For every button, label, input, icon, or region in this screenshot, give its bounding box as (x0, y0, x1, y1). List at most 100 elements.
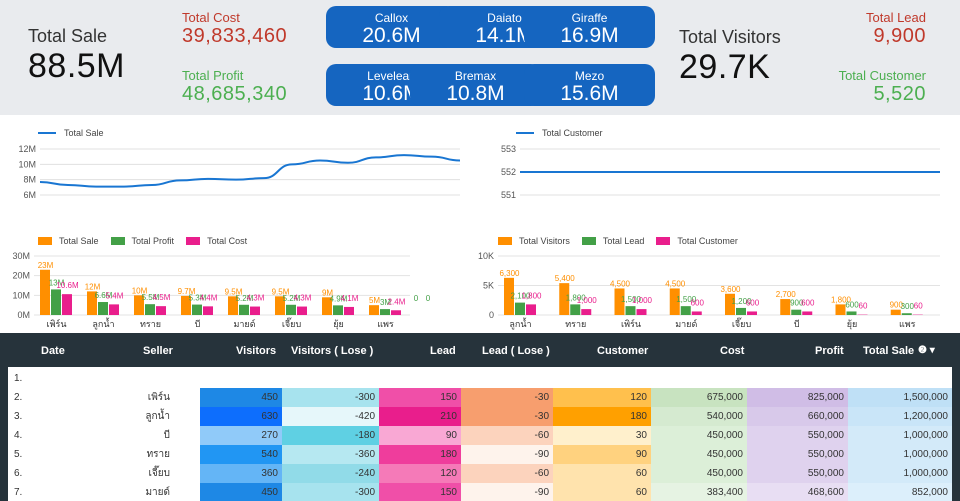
table-cell-visitors-lose: -420 (282, 407, 379, 426)
table-cell-visitors (200, 369, 282, 388)
table-cell-idx: 6. (14, 468, 23, 479)
table-cell-total-sale: 1,500,000 (848, 388, 952, 407)
y-tick-label: 552 (501, 167, 516, 177)
table-header: Date Seller Visitors Visitors ( Lose ) L… (0, 333, 960, 367)
bar (559, 283, 570, 315)
table-row[interactable]: 2. เพิร์น 450 -300 150 -30 120 675,000 825,000 1,… (8, 388, 952, 407)
header-profit[interactable]: Profit (815, 345, 844, 357)
header-seller[interactable]: Seller (143, 345, 173, 357)
data-label: 0 (414, 294, 419, 303)
table-row[interactable]: 5. ทราย 540 -360 180 -90 90 450,000 550,000 1,000… (8, 445, 952, 464)
bar (391, 310, 401, 315)
bar (736, 307, 746, 315)
header-date[interactable]: Date (41, 345, 65, 357)
table-cell-total-sale: 1,000,000 (848, 445, 952, 464)
bar (669, 288, 680, 315)
y-tick-label: 0M (17, 310, 30, 320)
sort-indicator-icon[interactable]: ❷ ▾ (918, 345, 935, 356)
bar (322, 297, 332, 315)
bar (51, 289, 61, 315)
header-total-sale[interactable]: Total Sale (863, 345, 915, 357)
kpi-label: Total Sale (28, 26, 108, 46)
bar (156, 306, 166, 315)
table-cell-visitors-lose: -300 (282, 483, 379, 501)
bar (780, 299, 791, 315)
table-cell-total-sale (848, 369, 952, 388)
bar (680, 306, 691, 315)
x-tick-label: เพิร์น (621, 318, 641, 329)
table-cell-seller: เพิร์น (147, 392, 170, 403)
table-cell-visitors-lose: -180 (282, 426, 379, 445)
table-cell-visitors: 630 (200, 407, 282, 426)
y-tick-label: 12M (18, 144, 36, 154)
seller-button-mezo[interactable]: Mezo 15.6M (524, 64, 655, 106)
table-cell-visitors-lose: -240 (282, 464, 379, 483)
table-row[interactable]: 4. บี 270 -180 90 -60 30 450,000 550,000 1,000,00… (8, 426, 952, 445)
y-tick-label: 20M (12, 271, 30, 281)
data-label: 9.5M (225, 287, 243, 296)
legend-swatch (186, 237, 201, 245)
bar (835, 304, 846, 315)
table-cell-idx: 3. (14, 411, 23, 422)
bar (636, 309, 647, 315)
table-cell-visitors-lose: -360 (282, 445, 379, 464)
bar (98, 302, 108, 315)
seller-value: 10.6M (362, 82, 421, 105)
table-cell-total-sale: 1,200,000 (848, 407, 952, 426)
header-lead[interactable]: Lead (430, 345, 456, 357)
table-cell-idx: 7. (14, 487, 23, 498)
table-cell-lead: 90 (379, 426, 461, 445)
y-tick-label: 30M (12, 251, 30, 261)
bar (228, 296, 238, 315)
x-tick-label: มายด์ (233, 318, 255, 329)
table-cell-visitors-lose: -300 (282, 388, 379, 407)
data-label: 4.3M (294, 294, 312, 303)
legend-line-swatch (516, 132, 534, 134)
data-label: 600 (801, 298, 815, 307)
table-cell-idx: 5. (14, 449, 23, 460)
y-tick-label: 0 (489, 310, 494, 320)
x-tick-label: บี (195, 319, 201, 329)
table-row[interactable]: 3. ลูกน้ำ 630 -420 210 -30 180 540,000 660,000 1,… (8, 407, 952, 426)
data-label: 1,200 (731, 297, 752, 306)
data-label: 12M (85, 282, 101, 291)
seller-value: 16.9M (560, 24, 619, 47)
data-label: 10.6M (56, 281, 79, 290)
table-cell-lead: 180 (379, 445, 461, 464)
table-cell-customer: 90 (553, 445, 651, 464)
kpi-label: Total Visitors (679, 27, 781, 47)
table-cell-profit: 825,000 (747, 388, 848, 407)
table-cell-seller: บี (163, 430, 170, 441)
table-cell-idx: 2. (14, 392, 23, 403)
bar (344, 306, 354, 315)
seller-button-giraffe[interactable]: Giraffe 16.9M (524, 6, 655, 48)
y-tick-label: 10M (18, 159, 36, 169)
table-cell-profit: 550,000 (747, 426, 848, 445)
seller-button-bremax[interactable]: Bremax 10.8M (410, 64, 541, 106)
bar (203, 306, 213, 315)
y-tick-label: 10K (478, 251, 494, 261)
table-row[interactable]: 6. เจี๊ยบ 360 -240 120 -60 60 450,000 550,000 1,0… (8, 464, 952, 483)
bar (62, 294, 72, 315)
data-label: 13M (49, 278, 65, 287)
header-customer[interactable]: Customer (597, 345, 649, 357)
table-row[interactable]: 7. มายด์ 450 -300 150 -90 60 383,400 468,600 852,… (8, 483, 952, 501)
header-visitors[interactable]: Visitors (236, 345, 277, 357)
header-cost[interactable]: Cost (720, 345, 745, 357)
table-cell-lead: 120 (379, 464, 461, 483)
table-cell-visitors: 450 (200, 483, 282, 501)
kpi-value: 29.7K (679, 48, 771, 86)
seller-name: Levelean (367, 69, 416, 83)
table-cell-profit: 550,000 (747, 445, 848, 464)
table-cell-idx: 1. (14, 373, 23, 384)
seller-button-callox[interactable]: Callox 20.6M (326, 6, 457, 48)
data-label: 5.2M (283, 294, 301, 303)
data-label: 1,000 (577, 296, 598, 305)
header-lead-lose[interactable]: Lead ( Lose ) (482, 345, 550, 357)
bar (614, 288, 625, 315)
table-cell-total-sale: 1,000,000 (848, 426, 952, 445)
table-row[interactable]: 1. (8, 369, 952, 388)
header-visitors-lose[interactable]: Visitors ( Lose ) (291, 345, 374, 357)
x-tick-label: เจี๊ยบ (282, 317, 302, 329)
